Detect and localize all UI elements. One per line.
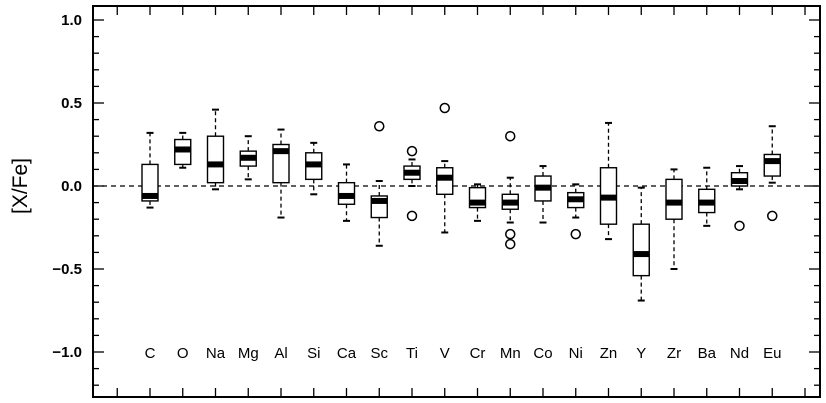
outlier-point [505, 228, 516, 240]
box-series [141, 102, 781, 302]
category-label-zn: Zn [600, 345, 618, 362]
box-eu [763, 125, 781, 222]
box-v [436, 102, 454, 234]
category-label-zr: Zr [667, 345, 681, 362]
box-nd [730, 165, 749, 232]
y-tick-label: −1.0 [52, 344, 82, 361]
median-bar [666, 199, 682, 206]
category-label-ni: Ni [569, 345, 583, 362]
box-ti [403, 145, 421, 222]
median-bar [338, 192, 355, 199]
outlier-point [439, 102, 450, 114]
box-mg [239, 135, 257, 181]
box-ni [567, 183, 585, 240]
category-label-v: V [440, 345, 450, 362]
category-label-mn: Mn [500, 345, 521, 362]
median-bar [305, 161, 322, 168]
box-al [272, 128, 290, 219]
median-bar [469, 199, 486, 206]
y-tick-label: 1.0 [61, 12, 82, 29]
category-label-sc: Sc [370, 345, 388, 362]
category-label-mg: Mg [238, 345, 259, 362]
outlier-point [406, 145, 418, 157]
outlier-point [505, 130, 516, 142]
iqr-box [436, 167, 454, 196]
y-tick-label: 0.5 [61, 95, 82, 112]
median-bar [633, 251, 650, 258]
box-zn [599, 121, 618, 241]
median-bar [600, 194, 617, 201]
box-o [174, 131, 192, 169]
outlier-point [734, 220, 745, 232]
category-label-ba: Ba [698, 345, 717, 362]
median-bar [567, 196, 584, 203]
median-bar [535, 184, 551, 191]
median-bar [731, 178, 748, 185]
median-bar [698, 199, 715, 206]
plot-border [92, 5, 821, 398]
median-bar [174, 146, 191, 153]
iqr-box [665, 178, 683, 220]
box-sc [370, 120, 388, 247]
category-label-al: Al [274, 345, 287, 362]
iqr-box [763, 153, 781, 177]
y-tick-label: −0.5 [52, 261, 82, 278]
median-bar [273, 148, 289, 155]
y-tick-label: 0.0 [61, 178, 82, 195]
plot-area [92, 5, 821, 398]
outlier-point [570, 228, 581, 240]
outlier-point [406, 210, 418, 222]
box-si [305, 141, 323, 196]
category-label-eu: Eu [763, 345, 781, 362]
category-label-ca: Ca [337, 345, 357, 362]
median-bar [502, 199, 519, 206]
median-bar [142, 192, 158, 199]
box-mn [501, 130, 519, 250]
category-label-c: C [145, 345, 156, 362]
iqr-box [206, 135, 225, 184]
median-bar [240, 154, 257, 161]
box-ca [337, 163, 356, 222]
box-y [632, 186, 650, 302]
category-label-o: O [177, 345, 189, 362]
element-labels: C O Na Mg Al Si Ca Sc Ti V Cr Mn Co Ni Zn Y Zr Ba Nd Eu [145, 345, 782, 362]
category-label-nd: Nd [730, 345, 749, 362]
box-cr [468, 183, 487, 222]
median-bar [764, 158, 781, 165]
box-na [206, 108, 225, 191]
box-zr [665, 168, 683, 270]
median-bar [371, 197, 388, 204]
box-ba [698, 166, 716, 227]
category-label-na: Na [206, 345, 226, 362]
category-label-co: Co [533, 345, 552, 362]
outlier-point [374, 120, 385, 132]
y-axis-title: [X/Fe] [9, 158, 32, 214]
category-label-ti: Ti [406, 345, 418, 362]
box-co [534, 165, 552, 224]
category-label-y: Y [636, 345, 646, 362]
box-c [141, 131, 159, 209]
median-bar [404, 169, 420, 176]
iqr-box [632, 223, 650, 277]
median-bar [436, 174, 453, 181]
y-axis-ticks: 1.0 0.5 0.0 −0.5 −1.0 [52, 12, 820, 386]
x-axis-ticks [116, 6, 806, 397]
median-bar [207, 161, 224, 168]
iqr-box [141, 163, 159, 202]
category-label-si: Si [307, 345, 320, 362]
outlier-point [767, 210, 778, 222]
outlier-point [505, 238, 516, 250]
category-label-cr: Cr [470, 345, 486, 362]
